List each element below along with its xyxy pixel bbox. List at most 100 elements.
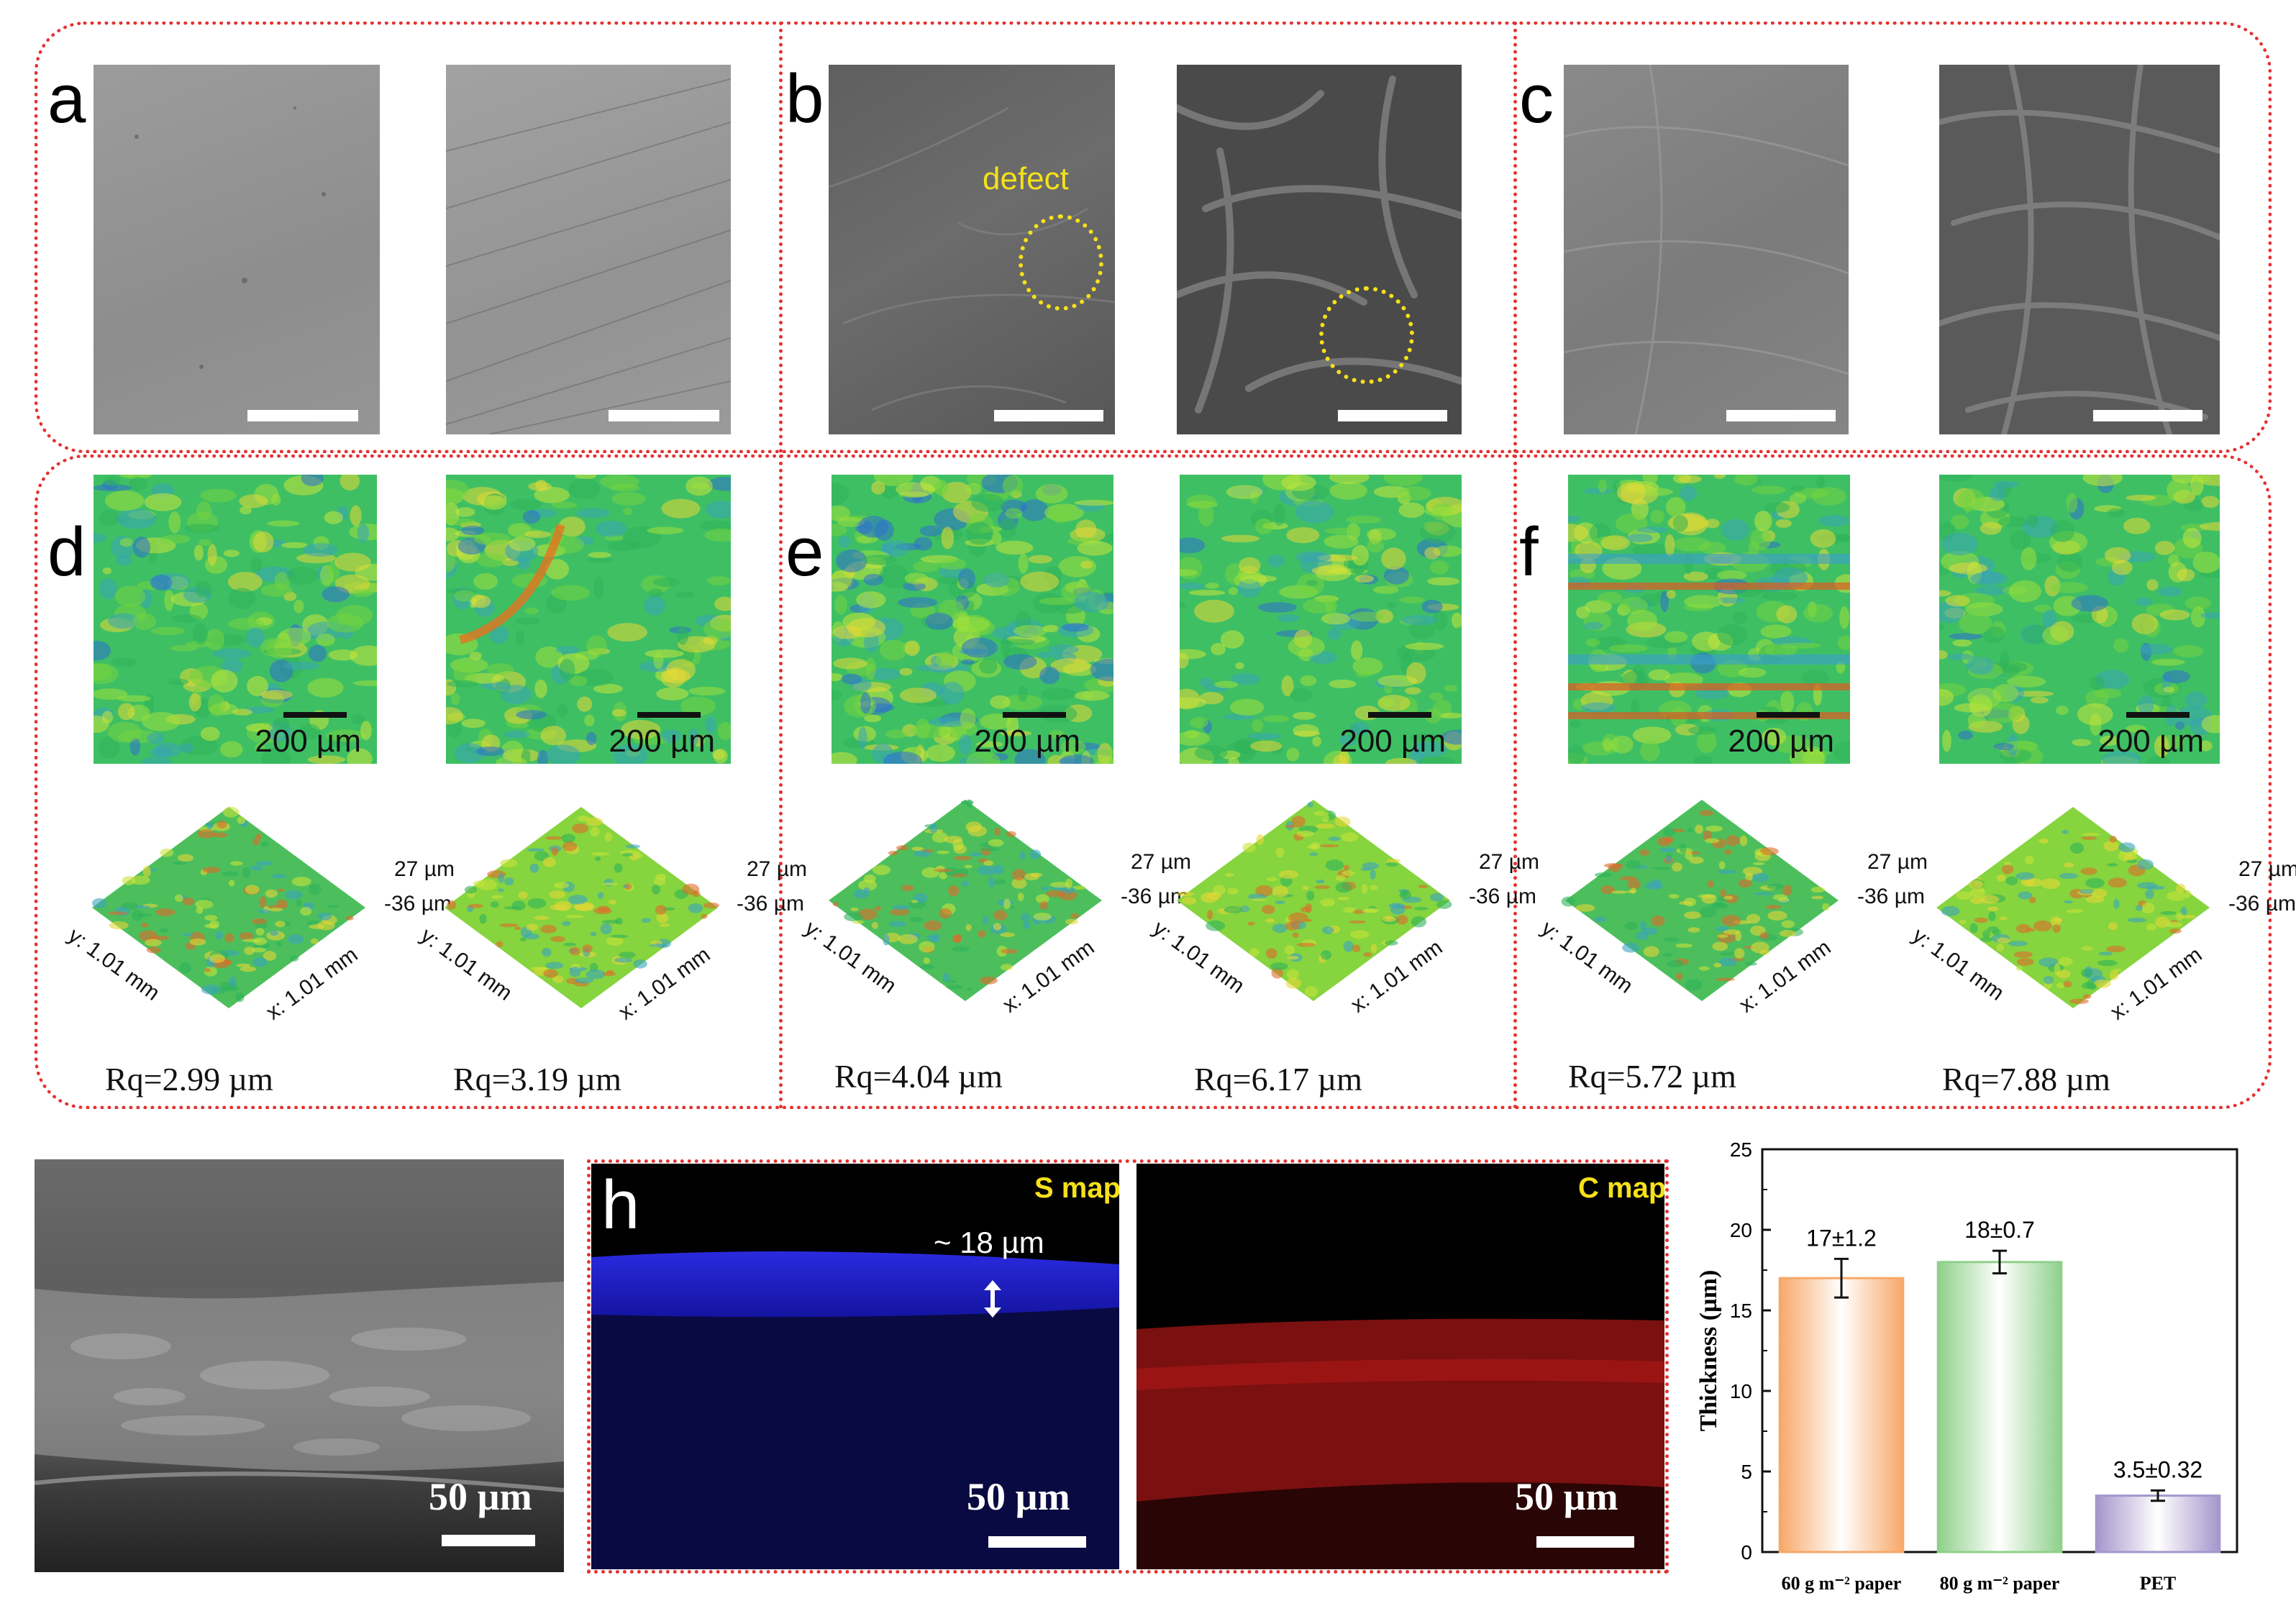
panel-label-c: c [1519,60,1554,137]
scale-bar [1726,410,1836,421]
profilometry-frame [35,455,2272,1109]
surface-z-max-label: 27 µm [1131,850,1191,874]
surface-z-min-label: -36 µm [1857,885,1925,908]
panel-label-b: b [785,60,824,137]
surface-z-min-label: -36 µm [1121,885,1188,908]
surface-z-max-label: 27 µm [1479,850,1539,874]
y-tick-label: 5 [1741,1461,1752,1483]
y-axis-label: Thickness (µm) [1695,1270,1722,1432]
surface-z-min-label: -36 µm [2228,892,2296,916]
height-map-scale-label: 200 µm [2097,724,2204,759]
sem-scale-label: 50 µm [429,1475,532,1518]
height-map-scale-bar [283,712,347,718]
bar-3 [2095,1494,2221,1553]
height-map-scale-label: 200 µm [609,724,715,759]
category-label: 80 g m⁻² paper [1940,1573,2060,1594]
roughness-value-6: Rq=7.88 µm [1942,1061,2110,1097]
height-map-scale-bar [1757,712,1820,718]
micrograph-b-right [1177,65,1462,434]
bar-value-label: 18±0.7 [1964,1217,2035,1243]
divider-a-b [779,22,783,453]
bar-value-label: 3.5±0.32 [2113,1456,2202,1482]
divider-b-c [1513,22,1517,453]
micrograph-a-right [446,65,731,434]
category-label: PET [2140,1573,2177,1594]
surface-z-min-label: -36 µm [1469,885,1536,908]
scale-bar [1338,410,1447,421]
surface-3d-4 [1177,800,1452,1001]
height-map-scale-label: 200 µm [1728,724,1834,759]
height-map-scale-bar [1003,712,1066,718]
surface-3d-6 [1936,807,2210,1008]
scale-bar [609,410,719,421]
surface-z-max-label: 27 µm [2238,857,2296,881]
panel-label-a: a [47,60,86,137]
y-tick-label: 10 [1730,1380,1752,1402]
scale-bar [442,1535,535,1546]
surface-z-min-label: -36 µm [737,892,804,916]
double-arrow-icon [984,1280,1001,1318]
surface-3d-3 [829,799,1102,1001]
scale-bar [988,1536,1086,1548]
height-map-6: 200 µm [1939,475,2220,764]
height-map-scale-bar [637,712,701,718]
height-map-scale-label: 200 µm [974,724,1080,759]
y-tick-label: 15 [1730,1300,1752,1322]
surface-3d-2 [445,807,719,1008]
y-tick-label: 25 [1730,1138,1752,1161]
sulfur-map: S map ~ 18 µm 50 µm [591,1164,1119,1569]
height-map-3: 200 µm [832,475,1113,764]
height-map-scale-label: 200 µm [1339,724,1446,759]
divider-e-f [1513,455,1517,1109]
height-map-2: 200 µm [446,475,731,764]
bar-2 [1936,1261,2063,1553]
panel-label-f: f [1519,514,1539,590]
roughness-value-1: Rq=2.99 µm [105,1061,273,1097]
eds-maps-frame [587,1159,1669,1574]
scale-bar [1536,1536,1634,1548]
defect-circle [1019,214,1103,311]
micrograph-c-left [1564,65,1849,434]
height-map-5: 200 µm [1568,475,1850,764]
height-map-scale-bar [1368,712,1431,718]
panel-label-d: d [47,514,86,590]
panel-label-h: h [601,1167,640,1243]
defect-label: defect [983,161,1069,196]
c-map-title: C map [1578,1172,1664,1204]
roughness-value-5: Rq=5.72 µm [1568,1058,1736,1095]
scale-bar [247,410,358,421]
bar-1 [1778,1277,1905,1553]
micrograph-a-left [94,65,380,434]
surface-z-max-label: 27 µm [1867,850,1928,874]
scale-bar [994,410,1103,421]
s-map-title: S map [1034,1172,1119,1204]
optical-images-frame [35,22,2272,453]
sem-cross-section: 50 µm [35,1159,564,1572]
micrograph-c-right [1939,65,2220,434]
roughness-value-2: Rq=3.19 µm [453,1061,621,1097]
height-map-1: 200 µm [94,475,377,764]
surface-z-max-label: 27 µm [747,857,807,881]
surface-z-max-label: 27 µm [394,857,455,881]
height-map-4: 200 µm [1180,475,1462,764]
height-map-scale-bar [2126,712,2190,718]
divider-d-e [779,455,783,1109]
y-tick-label: 0 [1741,1541,1752,1564]
bar-value-label: 17±1.2 [1806,1225,1877,1251]
category-label: 60 g m⁻² paper [1782,1573,1902,1594]
carbon-map: C map 50 µm [1136,1164,1664,1569]
roughness-value-4: Rq=6.17 µm [1194,1061,1362,1097]
thickness-bar-chart: 0 5 10 15 20 25 Thickness (µm) 17±1.2 60 g m⁻² p… [1695,1138,2238,1594]
height-map-scale-label: 200 µm [255,724,361,759]
map-scale-label: 50 µm [1515,1475,1618,1518]
y-tick-label: 20 [1730,1219,1752,1241]
scale-bar [2093,410,2202,421]
map-scale-label: 50 µm [967,1475,1070,1518]
layer-thickness-label: ~ 18 µm [934,1226,1044,1259]
surface-3d-1 [92,806,365,1008]
defect-circle [1319,286,1414,384]
roughness-value-3: Rq=4.04 µm [834,1058,1003,1095]
surface-z-min-label: -36 µm [384,892,452,916]
surface-3d-5 [1561,800,1839,1001]
panel-label-e: e [785,514,824,590]
